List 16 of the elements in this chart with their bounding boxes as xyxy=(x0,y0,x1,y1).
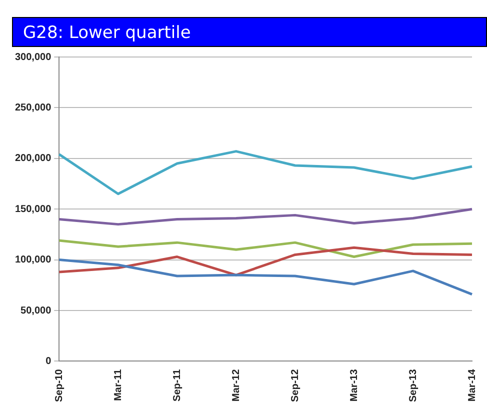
x-tick-label: Sep-11 xyxy=(172,368,183,402)
x-tick-label: Sep-13 xyxy=(408,368,419,402)
x-tick-label: Mar-13 xyxy=(348,368,360,402)
x-tick-label: Mar-14 xyxy=(466,368,478,402)
y-tick-label: 200,000 xyxy=(14,153,52,164)
x-tick-label: Mar-12 xyxy=(230,368,242,402)
y-tick-label: 100,000 xyxy=(14,254,52,266)
x-tick-label: Sep-12 xyxy=(290,368,301,402)
x-tick-label: Sep-10 xyxy=(54,368,65,402)
y-tick-label: 150,000 xyxy=(14,204,52,215)
x-tick-label: Mar-11 xyxy=(112,368,124,401)
y-tick-label: 0 xyxy=(46,356,52,367)
y-tick-label: 250,000 xyxy=(14,102,52,114)
y-tick-label: 300,000 xyxy=(14,52,52,63)
chart-title: G28: Lower quartile xyxy=(12,17,487,47)
y-tick-label: 50,000 xyxy=(20,305,52,316)
